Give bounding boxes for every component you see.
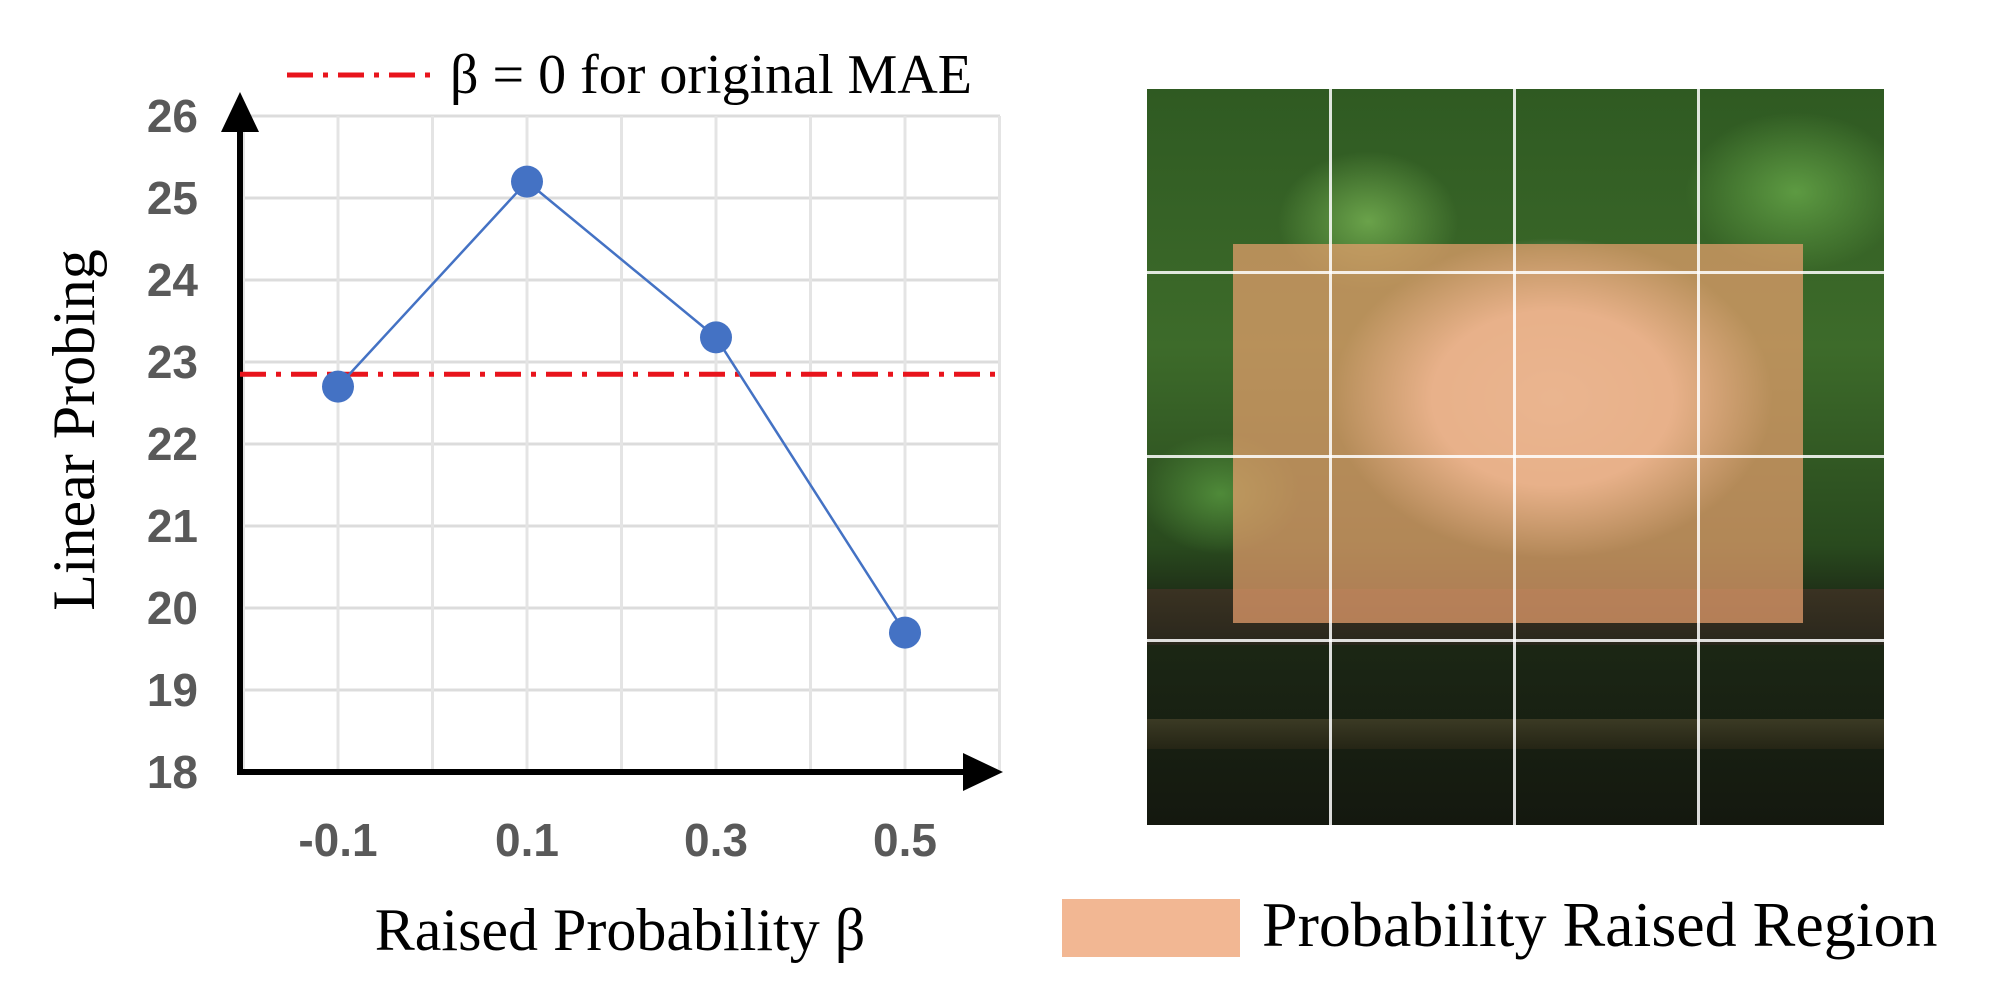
legend-reference-label: β = 0 for original MAE — [450, 44, 972, 106]
x-tick-label: -0.1 — [298, 814, 377, 866]
x-tick-label: 0.5 — [873, 814, 937, 866]
y-tick-label: 26 — [147, 90, 198, 142]
probability-raised-region — [1233, 244, 1803, 623]
x-axis-arrow — [963, 753, 1003, 791]
photo-grid-line — [1147, 271, 1884, 274]
y-tick-labels: 26 25 24 23 22 21 20 19 18 — [147, 90, 199, 798]
series-line — [337, 179, 907, 634]
region-legend-swatch — [1062, 899, 1240, 957]
y-tick-label: 23 — [147, 336, 198, 388]
y-tick-label: 25 — [147, 172, 198, 224]
y-tick-label: 19 — [147, 664, 198, 716]
y-tick-label: 18 — [147, 746, 198, 798]
fox-photo — [1147, 89, 1884, 825]
y-tick-label: 21 — [147, 500, 198, 552]
line-chart: 26 25 24 23 22 21 20 19 18 -0.1 0.1 0.3 0.5 β = 0 f… — [41, 44, 1003, 963]
x-axis-title: Raised Probability β — [375, 897, 866, 963]
region-legend-label: Probability Raised Region — [1262, 889, 1938, 960]
y-tick-label: 20 — [147, 582, 198, 634]
y-tick-label: 22 — [147, 418, 198, 470]
data-point — [322, 370, 354, 403]
chart-grid — [240, 114, 1001, 774]
y-axis-arrow — [221, 92, 259, 132]
x-tick-label: 0.3 — [684, 814, 748, 866]
x-tick-labels: -0.1 0.1 0.3 0.5 — [298, 814, 937, 866]
legend: β = 0 for original MAE — [287, 44, 972, 106]
chart-axes — [221, 92, 1003, 791]
photo-grid-line — [1147, 455, 1884, 458]
x-tick-label: 0.1 — [495, 814, 559, 866]
photo-grid-line — [1147, 639, 1884, 642]
series-group — [322, 165, 921, 649]
y-tick-label: 24 — [147, 254, 199, 306]
y-axis-title: Linear Probing — [41, 249, 107, 611]
data-point — [889, 616, 921, 649]
data-point — [511, 165, 543, 198]
data-point — [700, 321, 732, 354]
